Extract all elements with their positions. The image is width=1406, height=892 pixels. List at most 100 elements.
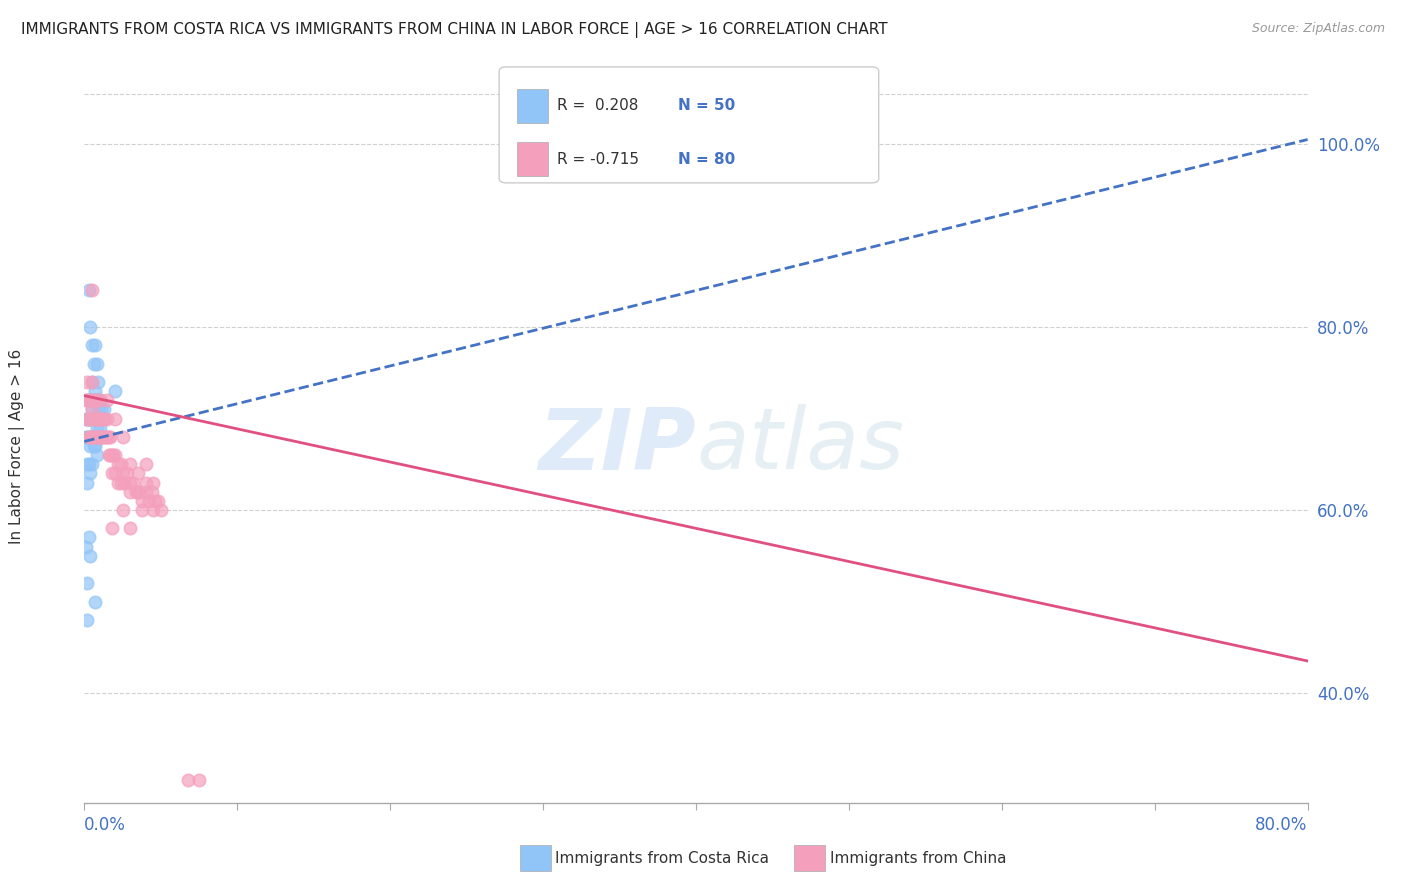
Point (97, 448, 120, 462)
Point (83, 357, 105, 371)
Point (86, 357, 108, 371)
Point (79, 320, 101, 334)
Point (87, 430, 110, 444)
Point (77, 393, 100, 408)
Point (87, 402, 110, 417)
Point (84, 439, 107, 453)
Point (107, 458, 129, 472)
Point (122, 475, 145, 490)
Point (77, 531, 100, 545)
Point (80, 402, 103, 417)
Point (77, 430, 100, 444)
Point (84, 338, 107, 352)
Point (142, 475, 165, 490)
Point (77, 284, 100, 298)
Point (79, 430, 101, 444)
Point (83, 411, 105, 425)
Point (86, 411, 108, 425)
Point (77, 430, 100, 444)
Point (79, 393, 101, 408)
Point (79, 439, 101, 453)
Point (110, 475, 132, 490)
Point (80, 430, 103, 444)
Point (89, 430, 111, 444)
Text: Source: ZipAtlas.com: Source: ZipAtlas.com (1251, 22, 1385, 36)
Point (107, 475, 129, 490)
Point (97, 430, 120, 444)
Point (104, 411, 127, 425)
Point (103, 448, 125, 462)
Point (188, 772, 211, 787)
Text: Immigrants from Costa Rica: Immigrants from Costa Rica (555, 851, 769, 865)
Point (149, 503, 172, 517)
Point (90, 430, 112, 444)
Point (91, 430, 114, 444)
Point (98, 430, 121, 444)
Point (143, 494, 166, 508)
Point (75, 411, 97, 425)
Text: 80.0%: 80.0% (1256, 816, 1308, 834)
Point (127, 467, 149, 481)
Point (76, 375, 98, 389)
Point (86, 430, 108, 444)
Point (89, 420, 111, 434)
Point (104, 448, 127, 462)
Point (138, 494, 160, 508)
Point (93, 411, 115, 425)
Point (83, 439, 105, 453)
Point (79, 549, 101, 563)
Point (128, 484, 150, 499)
Point (89, 430, 111, 444)
Point (94, 430, 117, 444)
Point (115, 467, 138, 481)
Point (79, 411, 101, 425)
Point (80, 430, 103, 444)
Point (98, 448, 121, 462)
Point (135, 484, 157, 499)
Point (86, 393, 108, 408)
Point (75, 430, 97, 444)
Point (87, 411, 110, 425)
Point (86, 393, 108, 408)
Point (76, 458, 98, 472)
Text: In Labor Force | Age > 16: In Labor Force | Age > 16 (8, 349, 25, 543)
Point (76, 475, 98, 490)
Point (131, 503, 153, 517)
Point (84, 411, 107, 425)
Point (120, 521, 142, 535)
Point (89, 393, 111, 408)
Point (90, 430, 112, 444)
Point (104, 467, 127, 481)
Point (83, 393, 105, 408)
Text: R =  0.208: R = 0.208 (557, 98, 638, 113)
Point (84, 411, 107, 425)
Point (77, 458, 100, 472)
Text: ZIP: ZIP (538, 404, 696, 488)
Point (131, 494, 153, 508)
Point (111, 503, 134, 517)
Point (75, 540, 97, 554)
Point (96, 411, 118, 425)
Point (96, 393, 118, 408)
Point (76, 411, 98, 425)
Text: 0.0%: 0.0% (84, 816, 127, 834)
Point (76, 613, 98, 627)
Text: Immigrants from China: Immigrants from China (830, 851, 1007, 865)
Text: atlas: atlas (696, 404, 904, 488)
Point (79, 467, 101, 481)
Point (90, 402, 112, 417)
Point (89, 393, 111, 408)
Point (111, 430, 134, 444)
Point (84, 384, 107, 398)
Point (120, 475, 142, 490)
Point (86, 420, 108, 434)
Text: IMMIGRANTS FROM COSTA RICA VS IMMIGRANTS FROM CHINA IN LABOR FORCE | AGE > 16 CO: IMMIGRANTS FROM COSTA RICA VS IMMIGRANTS… (21, 22, 887, 38)
Point (93, 430, 115, 444)
Point (112, 475, 135, 490)
Point (77, 411, 100, 425)
Point (80, 402, 103, 417)
Point (79, 393, 101, 408)
Point (75, 393, 97, 408)
Point (90, 411, 112, 425)
Point (80, 375, 103, 389)
